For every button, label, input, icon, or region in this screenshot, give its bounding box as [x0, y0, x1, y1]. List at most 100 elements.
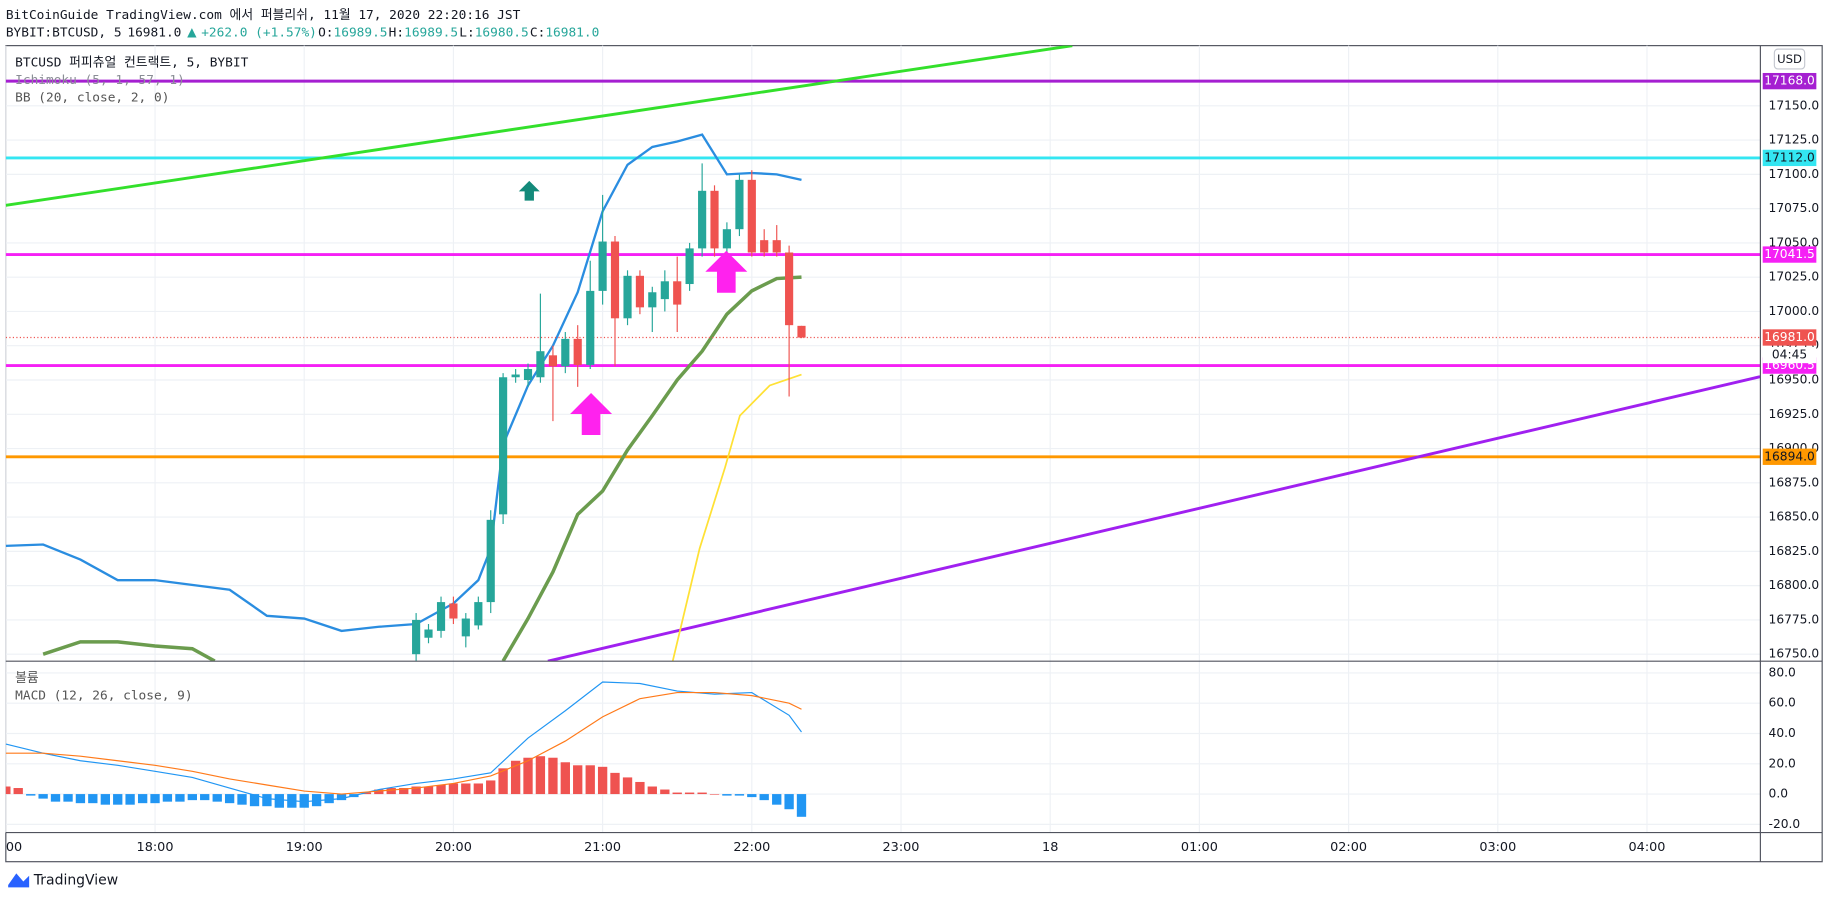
candle-body [710, 190, 719, 249]
histogram-bar [796, 794, 807, 817]
ohlc-label: L: [459, 25, 474, 40]
histogram-bar [747, 794, 757, 798]
currency-button[interactable] [1773, 48, 1806, 70]
candle-body [536, 351, 545, 378]
candle-body [548, 355, 558, 367]
currency[interactable]: USD [1777, 52, 1802, 66]
histogram-bar [647, 786, 657, 795]
countdown: 04:45 [1772, 347, 1807, 361]
ohlc-value: 16989.5 [334, 25, 388, 40]
histogram-bar [411, 786, 421, 795]
y-tick-label: 80.0 [1769, 665, 1796, 679]
ohlc-value: 16989.5 [404, 25, 458, 40]
candle-body [610, 241, 620, 319]
y-tick-label: 17100.0 [1769, 167, 1820, 181]
candle-body [760, 240, 769, 253]
x-tick-label: 04:00 [1629, 840, 1666, 855]
x-tick-label: 02:00 [1330, 840, 1367, 855]
countdown-box [1762, 346, 1817, 364]
candle-body [598, 241, 607, 291]
histogram-bar [759, 794, 769, 801]
candle-body [785, 252, 794, 326]
histogram-bar [200, 794, 210, 801]
candle-body [486, 519, 495, 603]
y-tick-label: 16800.0 [1769, 578, 1820, 592]
histogram-bar [125, 794, 135, 805]
candle-body [474, 602, 483, 626]
y-tick-label: 17025.0 [1769, 270, 1820, 284]
candle-body [623, 275, 632, 319]
symbol: BYBIT:BTCUSD, 5 [6, 25, 122, 40]
histogram-bar [635, 781, 645, 795]
candle-body [648, 292, 657, 308]
histogram-bar [237, 794, 247, 805]
histogram-bar [5, 786, 11, 795]
x-tick-label: 01:00 [1181, 840, 1218, 855]
histogram-bar [399, 788, 409, 795]
histogram-bar [697, 792, 707, 795]
histogram-bar [100, 794, 111, 805]
x-tick-label: 19:00 [286, 840, 323, 855]
candle-body [461, 618, 470, 637]
histogram-bar [660, 789, 670, 795]
x-tick-label: 21:00 [584, 840, 621, 855]
histogram-bar [672, 792, 682, 795]
histogram-bar [486, 780, 496, 795]
histogram-bar [573, 765, 583, 795]
level-label-box [1762, 448, 1817, 465]
ohlc-label: C: [530, 25, 545, 40]
candle-body [436, 602, 446, 631]
histogram-bar [324, 794, 334, 804]
histogram-bar [548, 757, 558, 795]
candle-body [685, 248, 694, 285]
level-label: 17168.0 [1764, 74, 1815, 88]
candle-body [586, 290, 595, 365]
x-tick-label: 18:00 [137, 840, 174, 855]
histogram-bar [113, 794, 123, 805]
y-tick-label: 17125.0 [1769, 133, 1820, 147]
candle-body [499, 377, 508, 515]
level-label: 16894.0 [1764, 449, 1815, 463]
histogram-bar [26, 794, 36, 796]
indicator-line [671, 373, 802, 662]
y-tick-label: 60.0 [1769, 696, 1796, 710]
brand[interactable]: TradingView [33, 872, 118, 888]
histogram-bar [137, 794, 148, 804]
y-tick-label: 17075.0 [1769, 201, 1820, 215]
histogram-bar [684, 792, 695, 795]
y-tick-label: 17050.0 [1769, 235, 1820, 249]
last-price: 16981.0 [127, 25, 181, 40]
histogram-bar [175, 794, 185, 802]
histogram-bar [262, 794, 272, 807]
y-tick-label: 0.0 [1769, 787, 1788, 801]
frame [5, 45, 1823, 863]
indicator-line [42, 275, 802, 662]
x-tick-label: 03:00 [1479, 840, 1516, 855]
y-tick-label: 16750.0 [1769, 647, 1820, 661]
candle-body [747, 179, 756, 253]
histogram-bar [448, 783, 459, 795]
level-label: 17041.5 [1764, 247, 1815, 261]
price-pane [5, 45, 1761, 662]
histogram-bar [299, 794, 309, 808]
y-tick-label: 16850.0 [1769, 510, 1820, 524]
x-tick-label: 22:00 [733, 840, 770, 855]
histogram-bar [13, 788, 23, 795]
level-label-box [1762, 149, 1817, 167]
histogram-bar [249, 794, 260, 807]
histogram-bar [187, 794, 197, 801]
candle-body [673, 281, 682, 305]
histogram-bar [50, 794, 61, 802]
histogram-bar [374, 789, 384, 795]
trend-line [5, 45, 1073, 207]
histogram-bar [722, 794, 732, 796]
y-tick-label: 17000.0 [1769, 304, 1820, 318]
publisher: BitCoinGuide TradingView.com 에서 퍼블리쉬, 11… [6, 8, 521, 23]
y-tick-label: -20.0 [1769, 817, 1801, 831]
candle-body [511, 374, 520, 378]
histogram-bar [772, 794, 782, 805]
x-tick-label: 00 [6, 840, 22, 855]
candle-body [735, 179, 744, 230]
macd-label: MACD (12, 26, close, 9) [15, 689, 192, 704]
histogram-bar [423, 786, 434, 795]
